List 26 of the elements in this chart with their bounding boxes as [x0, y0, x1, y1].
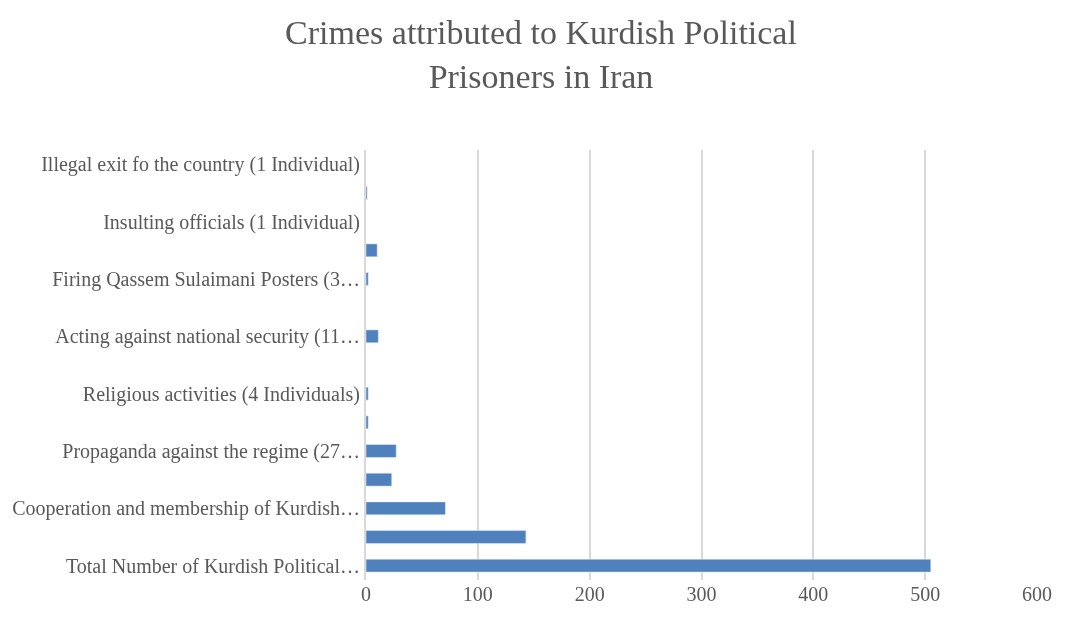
- bar: [366, 530, 527, 544]
- x-tick-label: 0: [361, 583, 371, 605]
- y-tick-label: Propaganda against the regime (27…: [62, 440, 360, 463]
- bar: [366, 243, 378, 258]
- x-tick-label: 200: [574, 583, 605, 605]
- y-tick-label: Acting against national security (11…: [55, 325, 360, 349]
- y-tick-label: Religious activities (4 Individuals): [82, 382, 360, 406]
- y-tick-label: Firing Qassem Sulaimani Posters (3…: [52, 268, 360, 291]
- x-tick-label: 600: [1022, 583, 1052, 605]
- y-tick-label: Insulting officials (1 Individual): [103, 210, 360, 234]
- x-tick-label: 100: [462, 583, 493, 605]
- y-tick-label: Illegal exit fo the country (1 Individual): [41, 153, 360, 177]
- y-tick-label: Total Number of Kurdish Political…: [65, 554, 360, 577]
- bar: [366, 329, 379, 344]
- y-tick-label: Cooperation and membership of Kurdish…: [12, 497, 360, 521]
- bar: [366, 415, 369, 430]
- bar: [366, 272, 369, 286]
- x-tick-label: 300: [686, 583, 717, 605]
- bar: [366, 472, 392, 487]
- bar: [366, 501, 446, 516]
- bar: [366, 386, 369, 401]
- x-tick-label: 400: [798, 583, 829, 605]
- bar: [366, 444, 397, 458]
- bar: [366, 558, 932, 573]
- x-tick-label: 500: [910, 583, 941, 605]
- chart-title: Crimes attributed to Kurdish Political Prisoners in Iran: [285, 14, 797, 96]
